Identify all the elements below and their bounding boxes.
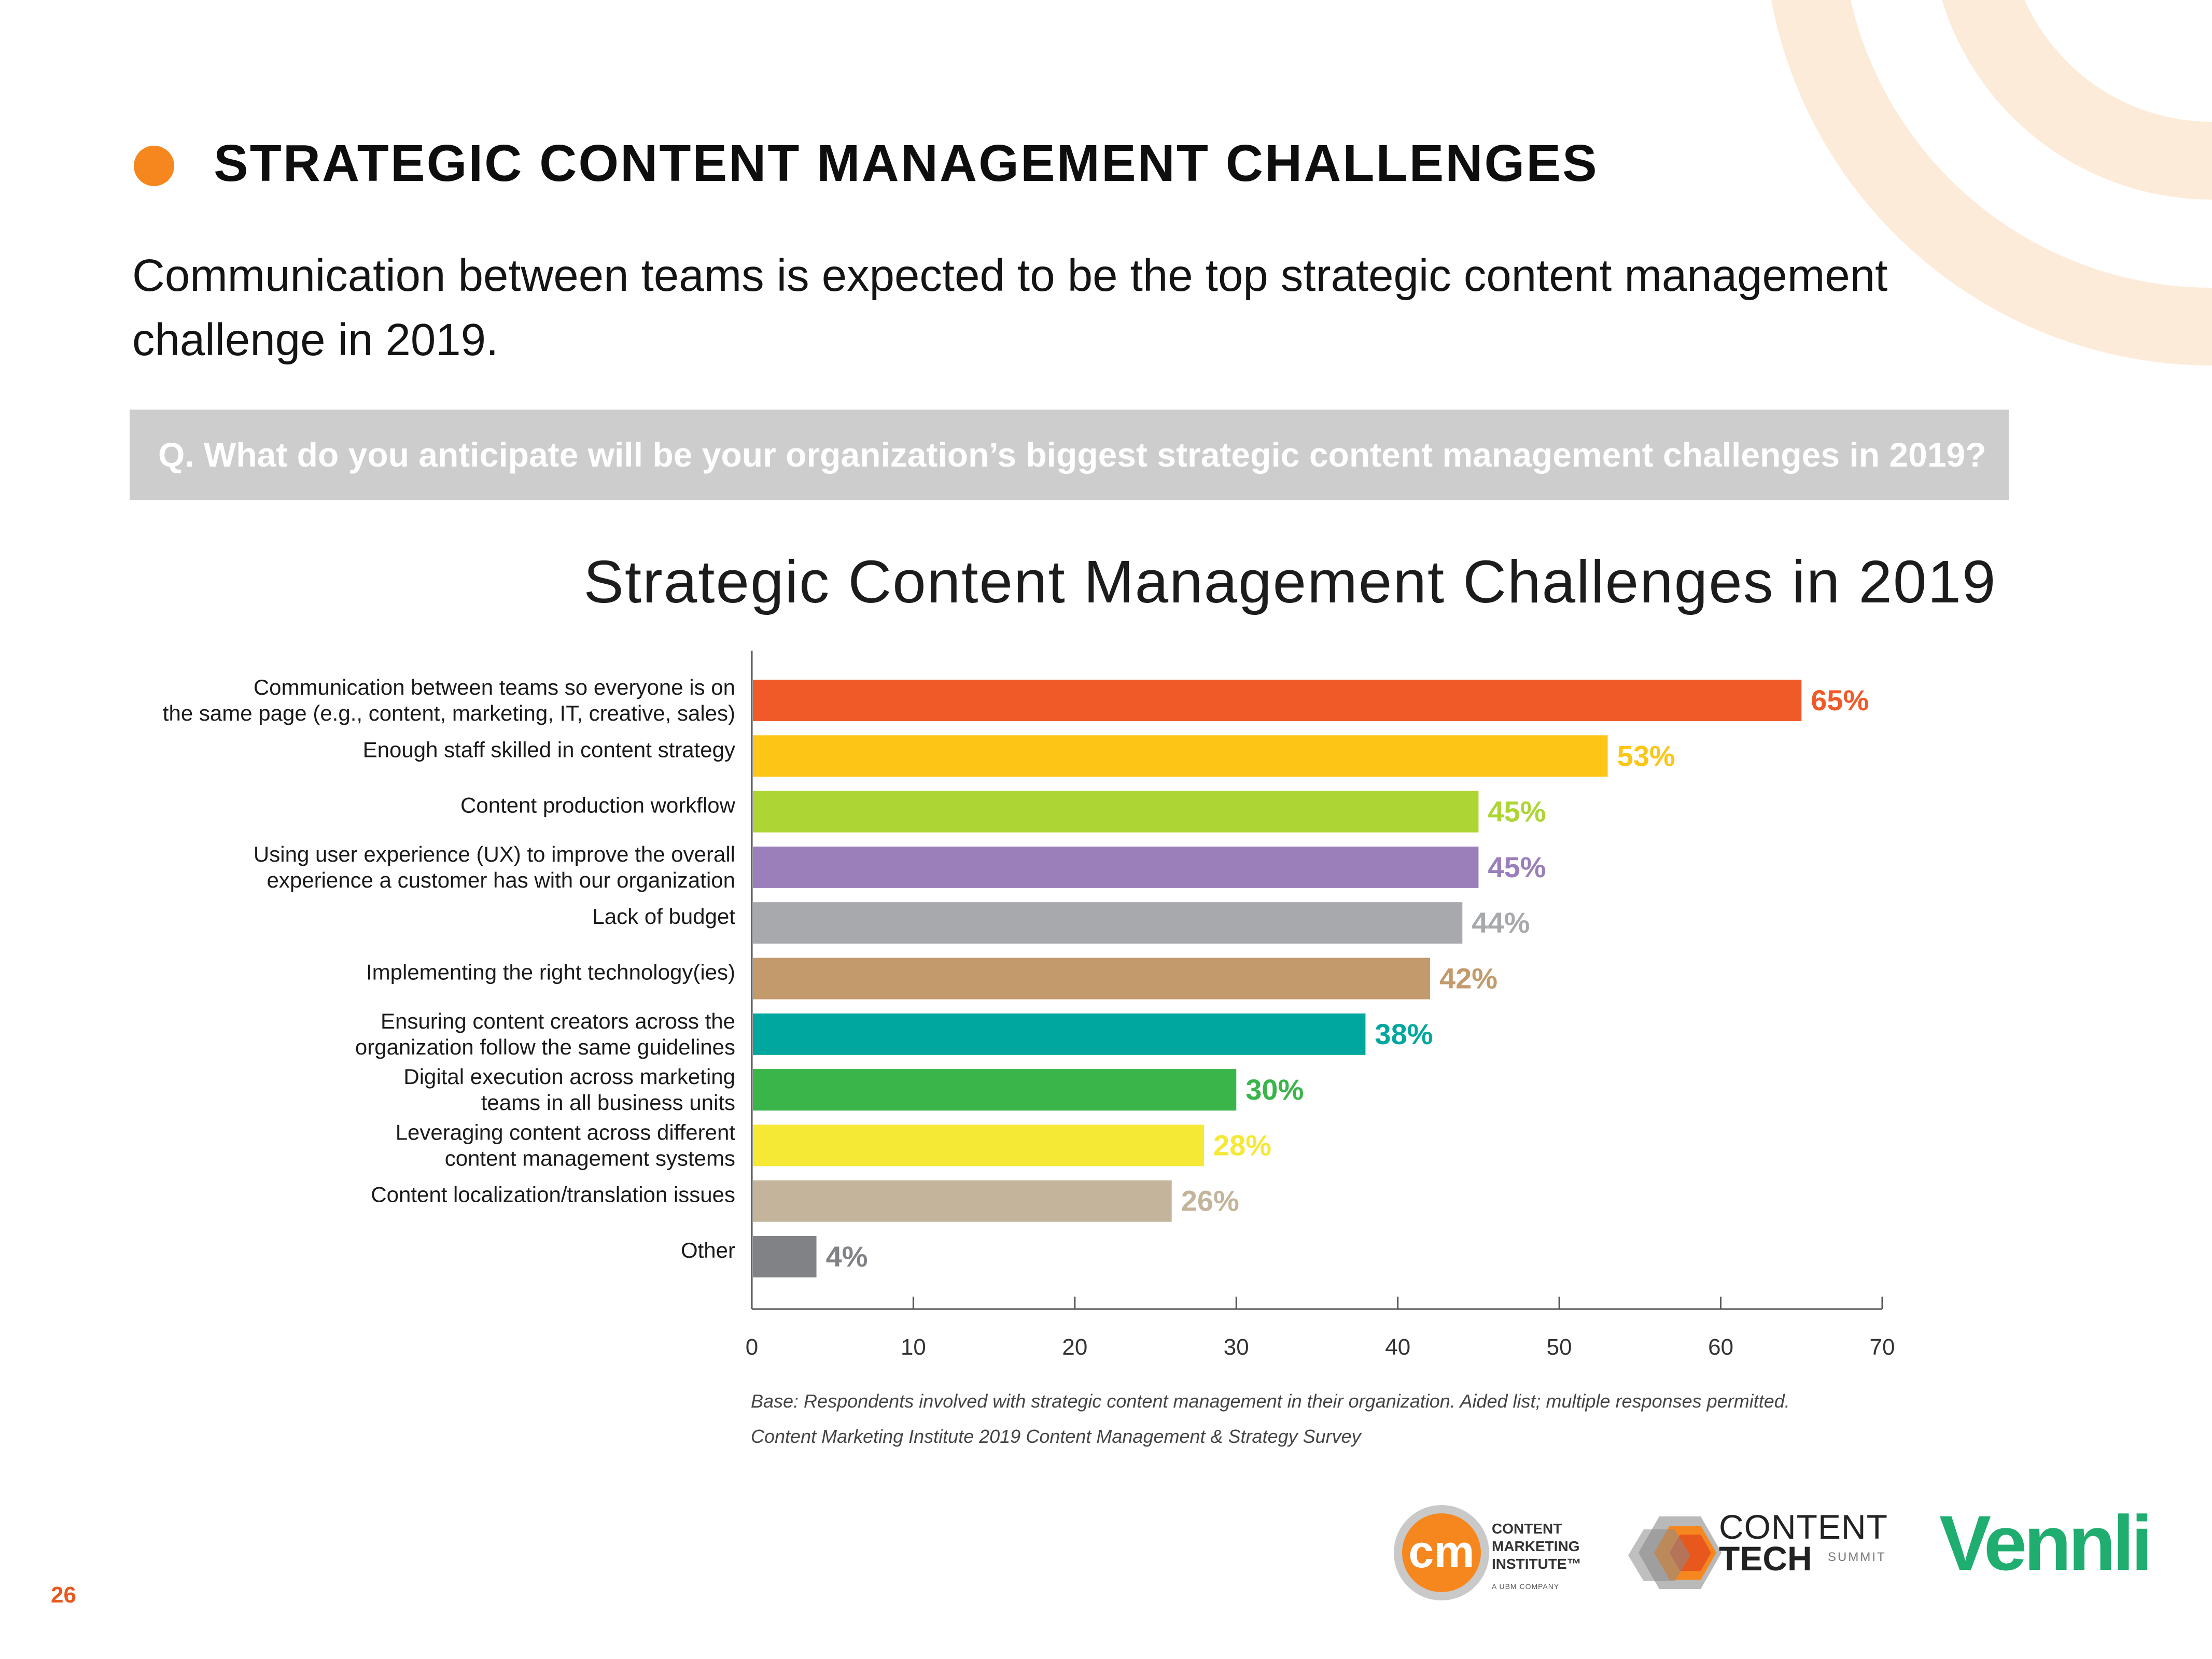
bar-value-label: 45%: [1488, 851, 1546, 883]
content-tech-logo-word-summit: SUMMIT: [1828, 1550, 1886, 1564]
question-banner: Q. What do you anticipate will be your o…: [130, 410, 2009, 500]
category-label: the same page (e.g., content, marketing,…: [163, 701, 735, 725]
category-label: Communication between teams so everyone …: [254, 675, 735, 699]
content-tech-logo-icon: [1628, 1516, 1721, 1589]
category-label: content management systems: [445, 1146, 735, 1170]
page-title: STRATEGIC CONTENT MANAGEMENT CHALLENGES: [214, 134, 1599, 192]
bar-value-label: 26%: [1181, 1185, 1239, 1217]
cmi-logo-line: MARKETING: [1492, 1538, 1580, 1554]
bar: [753, 735, 1608, 777]
x-tick-label: 50: [1547, 1334, 1572, 1360]
category-label: Implementing the right technology(ies): [366, 960, 735, 985]
cmi-logo-line: CONTENT: [1492, 1521, 1562, 1537]
bar: [753, 1013, 1366, 1055]
content-tech-logo-word-tech: TECH: [1719, 1539, 1812, 1578]
cmi-logo-text: CONTENT MARKETING INSTITUTE™: [1492, 1520, 1581, 1573]
category-label: Ensuring content creators across the: [381, 1009, 735, 1033]
cmi-logo-mark: cm: [1408, 1526, 1474, 1577]
cmi-logo-line: INSTITUTE™: [1492, 1556, 1581, 1572]
bar: [753, 1124, 1204, 1166]
header-bullet-dot: [134, 146, 174, 186]
category-label: Content localization/translation issues: [371, 1183, 735, 1207]
bar-value-label: 38%: [1375, 1018, 1433, 1050]
bar-value-label: 53%: [1617, 739, 1675, 772]
x-tick-label: 10: [901, 1334, 926, 1360]
x-tick-label: 70: [1870, 1334, 1895, 1360]
category-label: Leveraging content across different: [396, 1120, 736, 1144]
bar-value-label: 28%: [1213, 1129, 1271, 1161]
bar-value-label: 30%: [1245, 1073, 1304, 1106]
category-label: organization follow the same guidelines: [355, 1035, 735, 1059]
question-text: Q. What do you anticipate will be your o…: [158, 435, 1986, 474]
footnote-base: Base: Respondents involved with strategi…: [751, 1390, 1790, 1412]
bar: [753, 1069, 1237, 1111]
bar: [753, 846, 1479, 888]
content-tech-logo-word-content: CONTENT: [1719, 1508, 1888, 1546]
category-label: Other: [681, 1238, 735, 1262]
footnote-source: Content Marketing Institute 2019 Content…: [751, 1426, 1361, 1447]
bar: [753, 791, 1479, 833]
x-tick-label: 40: [1385, 1334, 1410, 1360]
bar-value-label: 42%: [1439, 962, 1497, 995]
x-tick-label: 60: [1708, 1334, 1733, 1360]
x-tick-label: 30: [1224, 1334, 1249, 1360]
x-tick-label: 20: [1062, 1334, 1087, 1360]
category-label: Enough staff skilled in content strategy: [363, 737, 735, 762]
page-number: 26: [51, 1582, 76, 1608]
category-label: Content production workflow: [460, 793, 736, 818]
bar: [753, 680, 1802, 721]
category-label: Lack of budget: [592, 904, 735, 929]
bar: [753, 1236, 817, 1277]
page-subtitle: Communication between teams is expected …: [132, 250, 1888, 365]
bar-value-label: 44%: [1472, 906, 1530, 939]
bar: [753, 1180, 1172, 1222]
category-label: Digital execution across marketing: [403, 1064, 735, 1089]
x-tick-label: 0: [746, 1334, 758, 1360]
bar: [753, 902, 1463, 944]
category-label: Using user experience (UX) to improve th…: [254, 842, 735, 866]
chart-title: Strategic Content Management Challenges …: [583, 548, 1997, 615]
category-label: teams in all business units: [481, 1090, 735, 1115]
cmi-logo: cm: [1394, 1505, 1489, 1600]
bar: [753, 958, 1430, 1000]
bar-value-label: 4%: [826, 1240, 868, 1273]
vennli-logo: Vennli: [1939, 1499, 2153, 1586]
bar-value-label: 65%: [1811, 684, 1869, 716]
category-label: experience a customer has with our organ…: [267, 868, 736, 892]
cmi-logo-tagline: A UBM COMPANY: [1492, 1582, 1560, 1591]
bar-value-label: 45%: [1488, 795, 1546, 828]
